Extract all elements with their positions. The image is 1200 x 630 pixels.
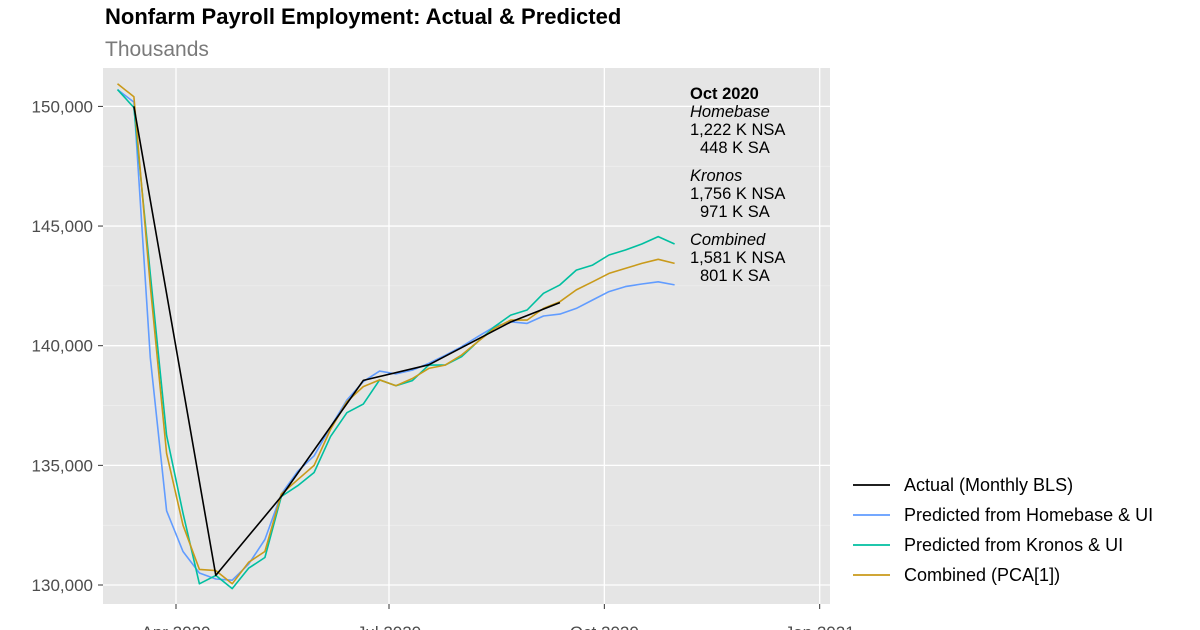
annotation-heading: Oct 2020 [690,85,759,103]
y-tick-label: 130,000 [32,576,93,595]
legend-label: Actual (Monthly BLS) [904,475,1073,495]
x-tick-label: Jul 2020 [357,623,421,630]
annotation-sa: 448 K SA [700,139,770,157]
legend-label: Predicted from Homebase & UI [904,505,1153,525]
annotation-group-name: Homebase [690,103,770,121]
series-line-1 [117,88,675,582]
annotation-group-name: Kronos [690,167,742,185]
annotation-sa: 801 K SA [700,267,770,285]
y-tick-label: 140,000 [32,337,93,356]
annotation-sa: 971 K SA [700,203,770,221]
x-tick-label: Jan 2021 [785,623,855,630]
legend-label: Predicted from Kronos & UI [904,535,1123,555]
plot-panel [103,68,830,604]
x-tick-label: Oct 2020 [570,623,639,630]
legend-label: Combined (PCA[1]) [904,565,1060,585]
chart-subtitle: Thousands [105,38,209,61]
y-tick-label: 145,000 [32,217,93,236]
y-tick-label: 135,000 [32,456,93,475]
series-line-0 [133,106,561,577]
annotation-nsa: 1,581 K NSA [690,249,785,267]
chart-title: Nonfarm Payroll Employment: Actual & Pre… [105,4,622,29]
annotation-nsa: 1,222 K NSA [690,121,785,139]
annotation-group-name: Combined [690,231,766,249]
x-tick-label: Apr 2020 [142,623,211,630]
annotation-nsa: 1,756 K NSA [690,185,785,203]
series-line-3 [117,83,675,585]
y-tick-label: 150,000 [32,97,93,116]
